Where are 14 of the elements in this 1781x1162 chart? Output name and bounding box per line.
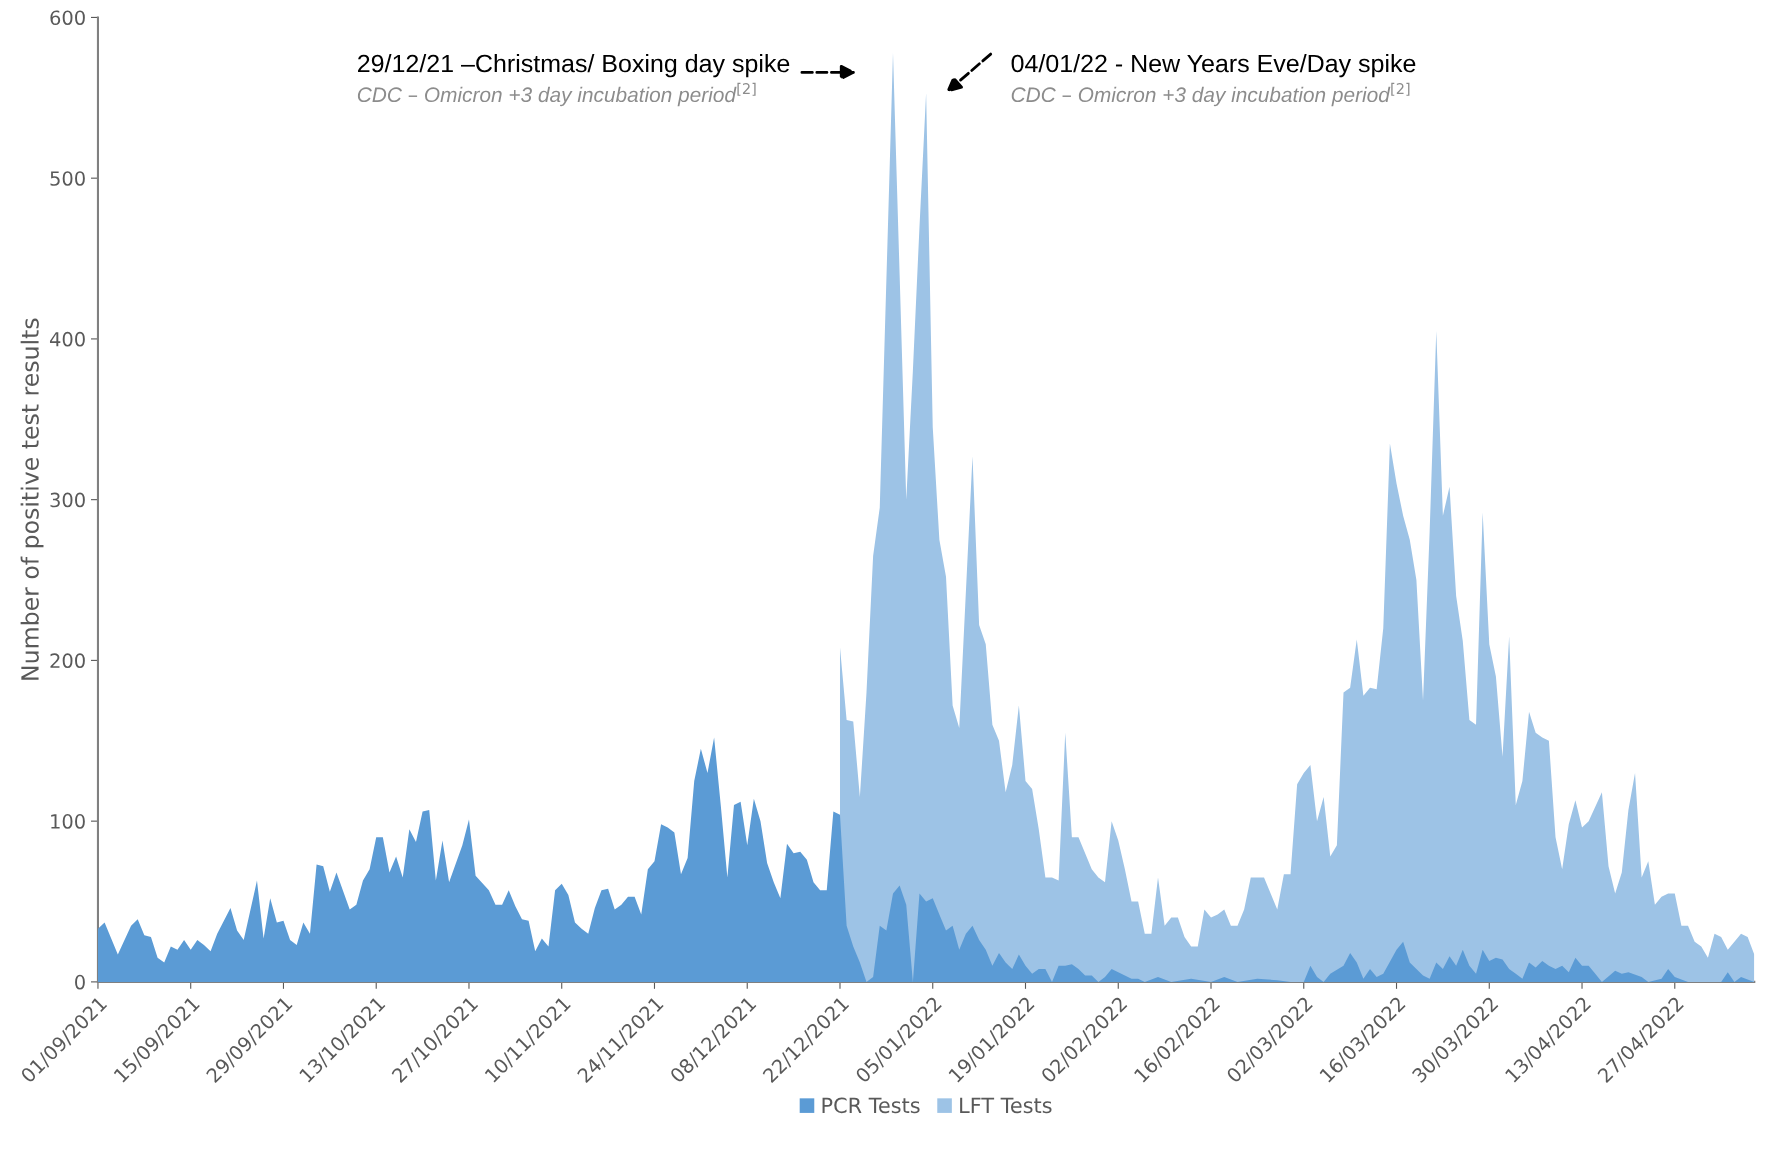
legend-label: PCR Tests <box>822 1097 920 1114</box>
y-tick-label: 300 <box>50 492 85 508</box>
y-tick-label: 100 <box>51 814 85 829</box>
y-axis-title: Number of positive test results <box>20 318 44 680</box>
annotation: CDC – Omicron +3 day incubation period$^{[2]}$ <box>1011 82 1410 107</box>
y-tick-label: 600 <box>50 10 85 26</box>
y-tick-label: 200 <box>50 653 85 669</box>
y-tick-label: 400 <box>49 331 85 347</box>
annotation: 29/12/21 –Christmas/ Boxing day spike <box>358 54 790 78</box>
annotation: 04/01/22 - New Years Eve/Day spike <box>1011 54 1416 78</box>
y-tick-label: 0 <box>75 974 85 990</box>
legend-label: LFT Tests <box>960 1097 1052 1114</box>
y-tick-label: 500 <box>50 171 85 186</box>
annotation: CDC – Omicron +3 day incubation period$^{[2]}$ <box>357 82 756 107</box>
